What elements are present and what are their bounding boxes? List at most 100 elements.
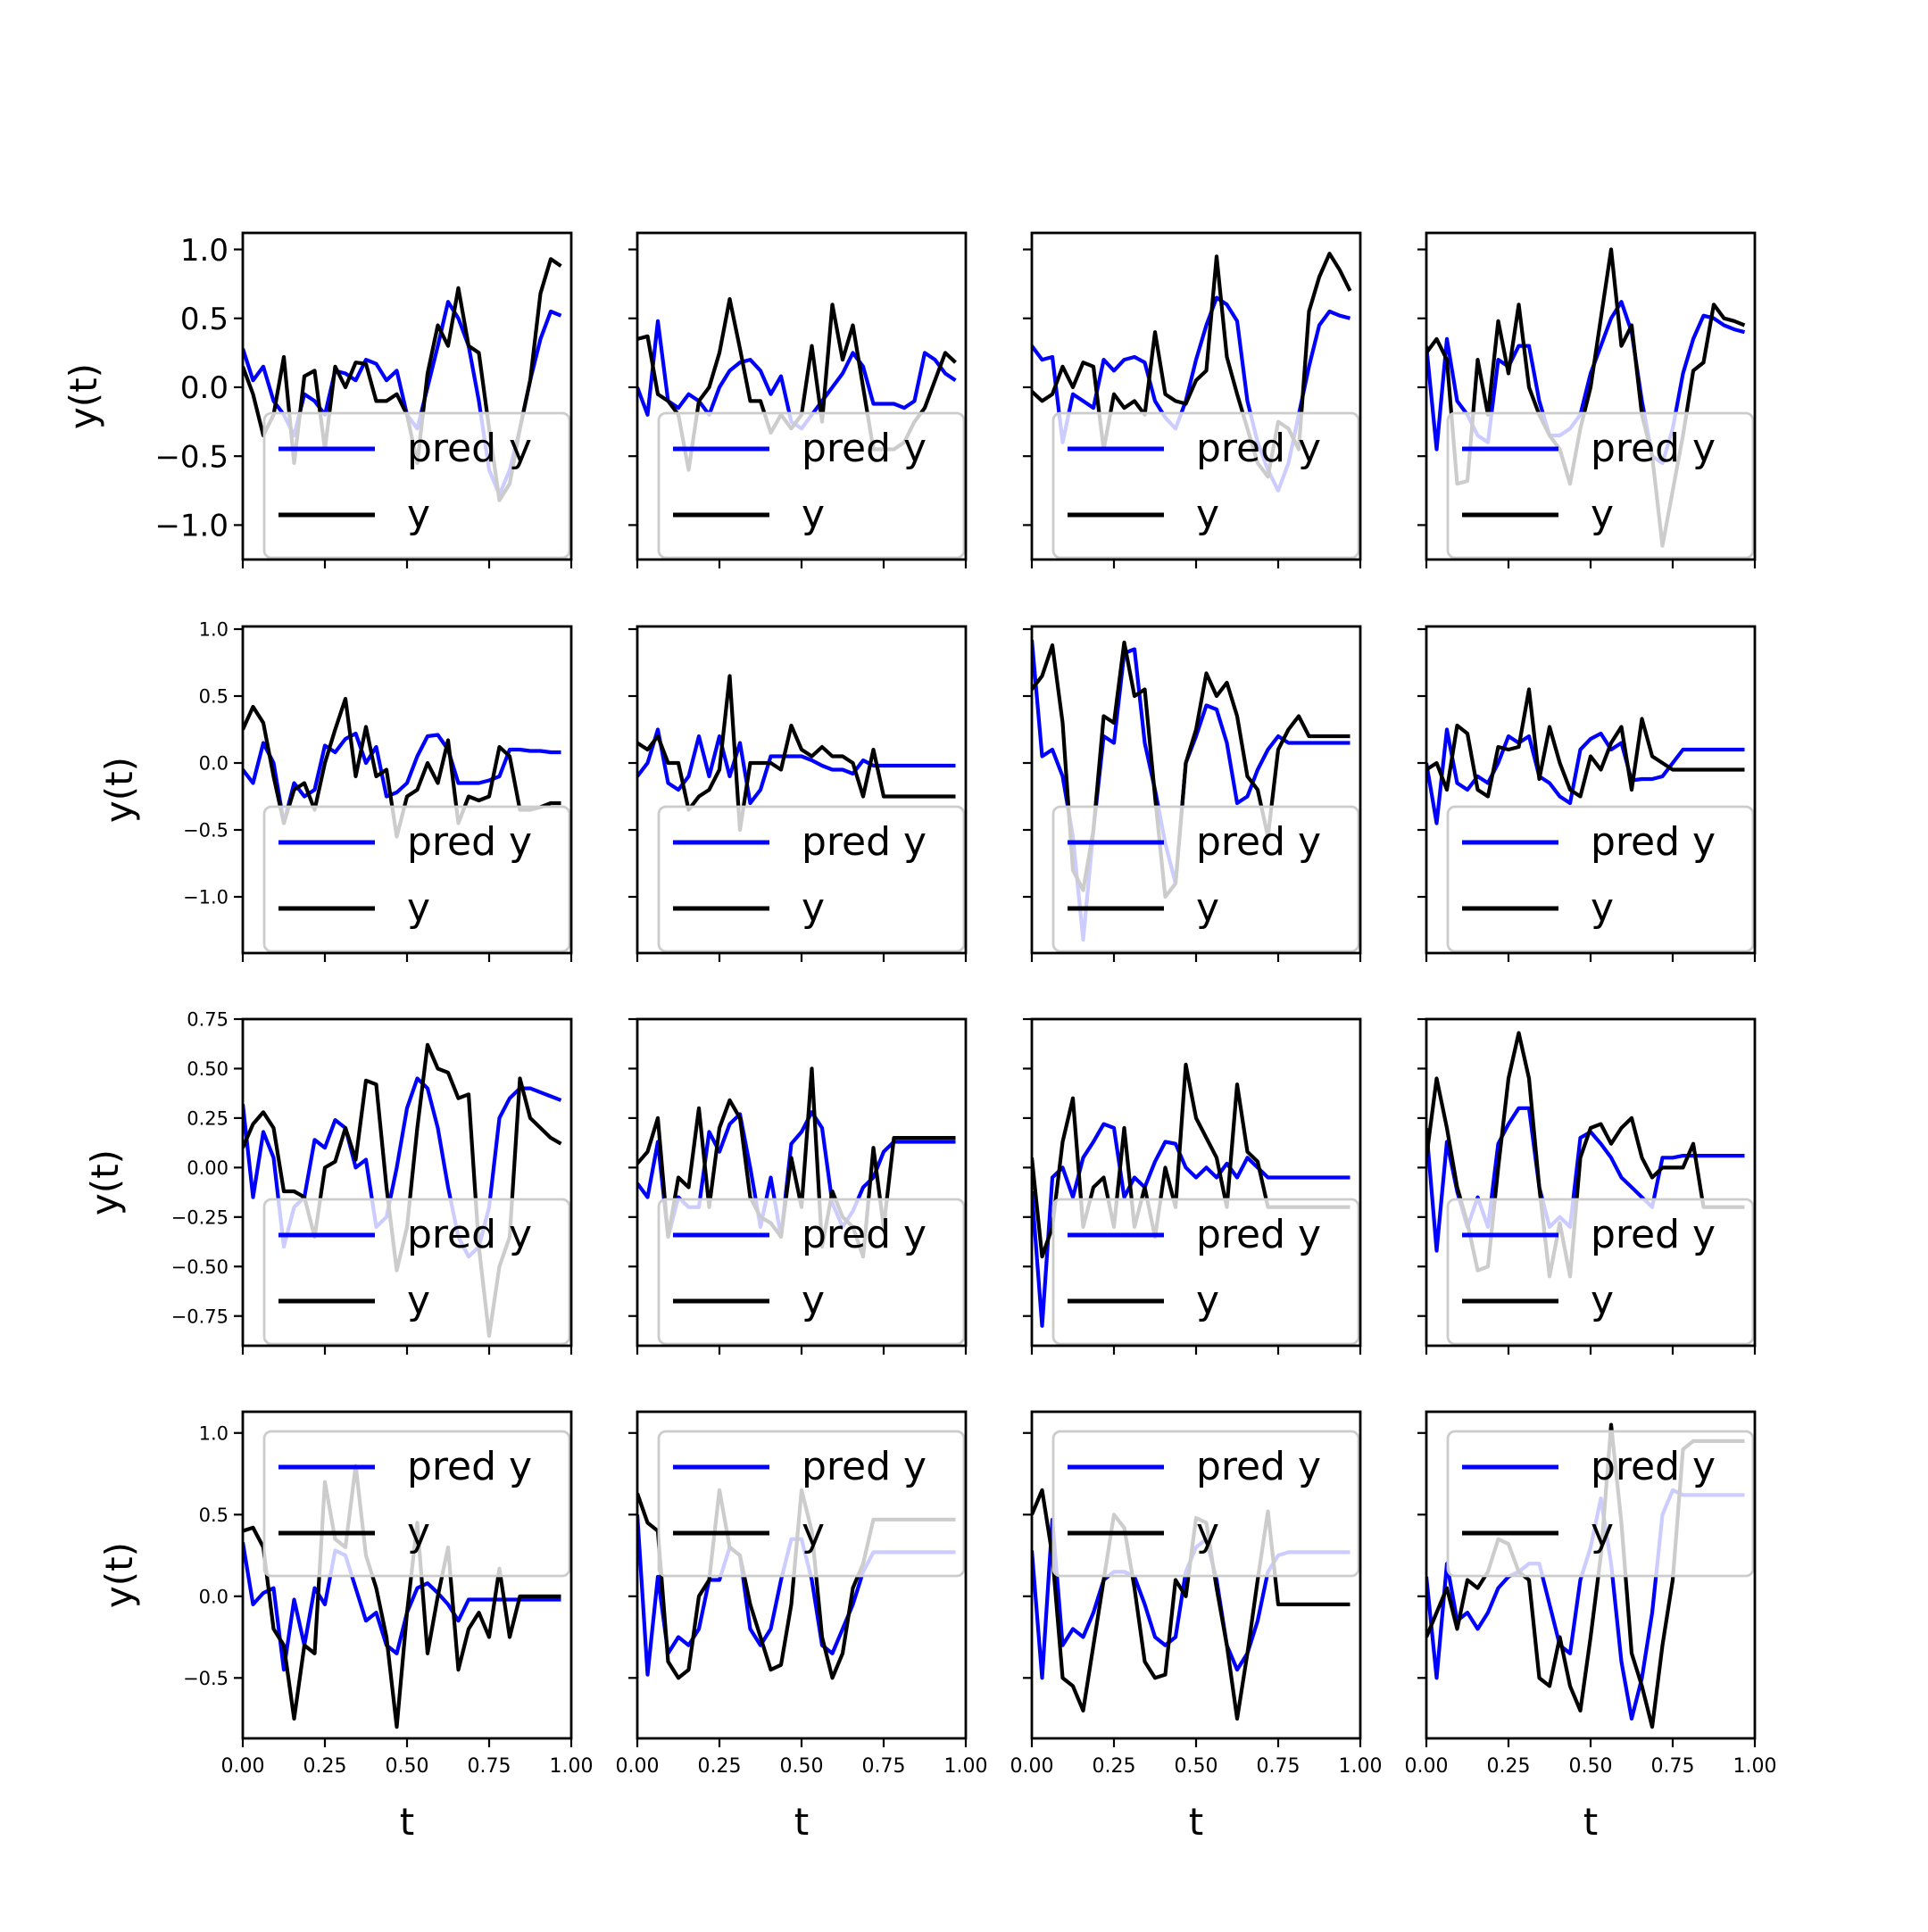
x-tick-label: 0.25 bbox=[698, 1755, 742, 1778]
legend: pred y y bbox=[657, 1198, 966, 1346]
legend-y-label: y bbox=[802, 1278, 825, 1323]
legend-y-label: y bbox=[1196, 885, 1219, 931]
pred-y-line bbox=[1426, 727, 1745, 825]
legend-y-label: y bbox=[407, 1510, 430, 1555]
legend: pred y y bbox=[1051, 411, 1360, 560]
pred-y-line bbox=[637, 727, 956, 806]
legend: pred y y bbox=[1051, 1430, 1360, 1578]
subplot-r1-c1: pred y y −1.0 −0.5 0.0 0.5 1.0 y(t) bbox=[62, 231, 573, 568]
y-tick-label: −0.75 bbox=[171, 1306, 229, 1327]
x-tick-label: 0.00 bbox=[221, 1755, 265, 1778]
y-axis-label: y(t) bbox=[97, 757, 141, 823]
y-tick-label: 0.5 bbox=[180, 302, 229, 337]
legend-y-label: y bbox=[802, 1510, 825, 1555]
legend-pred-y-label: pred y bbox=[1196, 1444, 1321, 1489]
subplot-r4-c3: pred y y 0.00 0.25 0.50 0.75 1.00 t bbox=[1010, 1410, 1383, 1844]
y-tick-label: 0.0 bbox=[199, 753, 229, 775]
x-axis-label: t bbox=[1583, 1800, 1598, 1844]
subplot-r3-c4: pred y y bbox=[1417, 1017, 1757, 1355]
legend: pred y y bbox=[1446, 805, 1755, 953]
y-line bbox=[637, 1066, 956, 1259]
legend-y-label: y bbox=[407, 1278, 430, 1323]
x-tick-label: 1.00 bbox=[550, 1755, 594, 1778]
legend-pred-y-label: pred y bbox=[1196, 819, 1321, 865]
legend-y-label: y bbox=[1591, 492, 1614, 537]
legend-pred-y-label: pred y bbox=[1591, 819, 1716, 865]
y-tick-label: 0.25 bbox=[187, 1107, 229, 1129]
x-axis-label: t bbox=[794, 1800, 809, 1844]
y-tick-label: 0.00 bbox=[187, 1157, 229, 1179]
legend-pred-y-label: pred y bbox=[802, 426, 927, 471]
subplot-r3-c1: pred y y −0.75 −0.50 −0.25 0.00 0.25 0.50 0.75 y(… bbox=[83, 1009, 573, 1355]
legend: pred y y bbox=[262, 1198, 571, 1346]
legend: pred y y bbox=[1051, 805, 1360, 953]
x-tick-label: 0.50 bbox=[780, 1755, 824, 1778]
y-tick-label: 0.5 bbox=[199, 686, 229, 708]
x-axis-label: t bbox=[400, 1800, 414, 1844]
legend-pred-y-label: pred y bbox=[1196, 1212, 1321, 1257]
legend-pred-y-label: pred y bbox=[802, 1444, 927, 1489]
subplot-r2-c2: pred y y bbox=[628, 625, 968, 962]
legend-pred-y-label: pred y bbox=[802, 819, 927, 865]
subplot-r1-c2: pred y y bbox=[628, 231, 968, 568]
x-tick-label: 0.75 bbox=[1257, 1755, 1301, 1778]
legend: pred y y bbox=[262, 805, 571, 953]
subplot-r3-c2: pred y y bbox=[628, 1017, 968, 1355]
x-tick-label: 0.25 bbox=[1487, 1755, 1531, 1778]
subplot-r2-c4: pred y y bbox=[1417, 625, 1757, 962]
x-tick-label: 0.00 bbox=[616, 1755, 660, 1778]
x-tick-label: 1.00 bbox=[1339, 1755, 1383, 1778]
legend-y-label: y bbox=[407, 885, 430, 931]
legend-pred-y-label: pred y bbox=[1591, 426, 1716, 471]
subplot-r4-c2: pred y y 0.00 0.25 0.50 0.75 1.00 t bbox=[616, 1410, 987, 1844]
y-tick-label: 1.0 bbox=[180, 233, 229, 269]
pred-y-line bbox=[243, 1542, 561, 1672]
legend-y-label: y bbox=[1591, 885, 1614, 931]
y-line bbox=[243, 1464, 561, 1729]
y-axis-label: y(t) bbox=[62, 363, 105, 429]
y-tick-label: −0.5 bbox=[183, 1668, 229, 1689]
legend-pred-y-label: pred y bbox=[1591, 1444, 1716, 1489]
legend: pred y y bbox=[1446, 1198, 1755, 1346]
y-axis-label: y(t) bbox=[83, 1149, 127, 1215]
subplot-r1-c4: pred y y bbox=[1417, 231, 1757, 568]
x-tick-label: 0.50 bbox=[1175, 1755, 1218, 1778]
x-tick-label: 0.75 bbox=[1651, 1755, 1695, 1778]
legend: pred y y bbox=[657, 1430, 966, 1578]
subplot-r4-c4: pred y y 0.00 0.25 0.50 0.75 1.00 t bbox=[1405, 1410, 1776, 1844]
y-tick-label: −0.25 bbox=[171, 1206, 229, 1228]
legend-y-label: y bbox=[1196, 1278, 1219, 1323]
legend: pred y y bbox=[262, 411, 571, 560]
legend: pred y y bbox=[1051, 1198, 1360, 1346]
x-tick-label: 0.25 bbox=[1093, 1755, 1136, 1778]
x-tick-label: 0.00 bbox=[1010, 1755, 1054, 1778]
y-tick-label: −0.5 bbox=[154, 439, 229, 475]
y-tick-label: −0.50 bbox=[171, 1256, 229, 1278]
y-tick-label: −1.0 bbox=[154, 509, 229, 544]
subplot-r2-c1: pred y y −1.0 −0.5 0.0 0.5 1.0 y(t) bbox=[97, 619, 573, 962]
x-tick-label: 0.25 bbox=[303, 1755, 347, 1778]
legend-pred-y-label: pred y bbox=[1196, 426, 1321, 471]
x-tick-label: 0.75 bbox=[862, 1755, 906, 1778]
legend-pred-y-label: pred y bbox=[407, 1444, 532, 1489]
y-tick-label: −0.5 bbox=[183, 820, 229, 842]
legend: pred y y bbox=[657, 805, 966, 953]
x-tick-label: 0.00 bbox=[1405, 1755, 1449, 1778]
legend: pred y y bbox=[657, 411, 966, 560]
legend-y-label: y bbox=[802, 885, 825, 931]
y-tick-label: 0.75 bbox=[187, 1009, 229, 1031]
subplot-r3-c3: pred y y bbox=[1023, 1017, 1362, 1355]
legend-y-label: y bbox=[1196, 492, 1219, 537]
y-axis-label: y(t) bbox=[97, 1542, 141, 1608]
subplot-r2-c3: pred y y bbox=[1023, 625, 1362, 962]
y-tick-label: 0.0 bbox=[199, 1586, 229, 1607]
legend-y-label: y bbox=[1591, 1278, 1614, 1323]
subplot-r1-c3: pred y y bbox=[1023, 231, 1362, 568]
legend-y-label: y bbox=[1196, 1510, 1219, 1555]
y-tick-label: 0.5 bbox=[199, 1505, 229, 1526]
legend-pred-y-label: pred y bbox=[407, 426, 532, 471]
y-tick-label: 1.0 bbox=[199, 619, 229, 641]
legend-y-label: y bbox=[1591, 1510, 1614, 1555]
